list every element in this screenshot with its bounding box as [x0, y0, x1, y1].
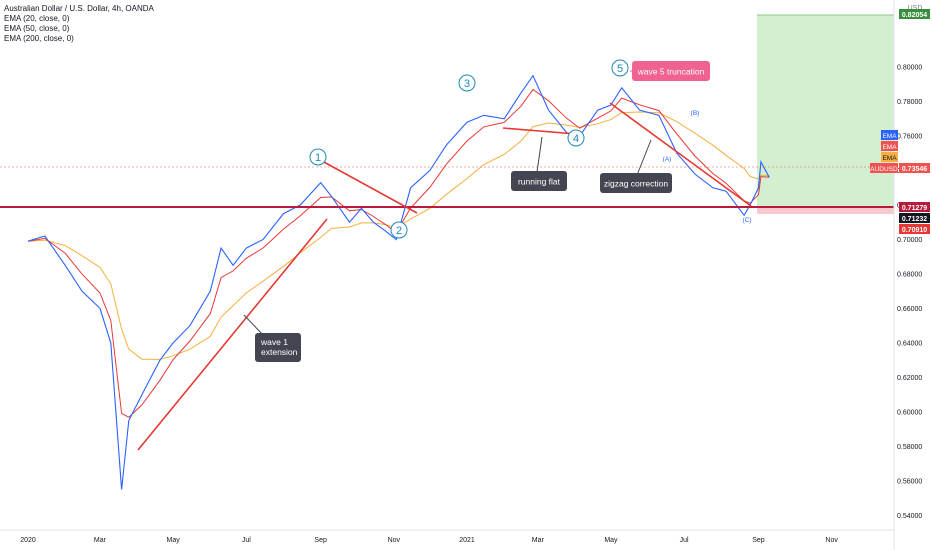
x-tick-label: May: [604, 537, 618, 544]
wave-label-5: 5: [611, 59, 629, 77]
svg-text:2: 2: [396, 225, 402, 237]
callout-wave1-extension: wave 1 extension: [243, 314, 301, 362]
y-tick-label: 0.66000: [897, 306, 922, 313]
legend-ema-50: EMA (50, close, 0): [4, 24, 70, 33]
target-zone: [757, 15, 894, 208]
y-tick-label: 0.80000: [897, 65, 922, 72]
x-axis-ticks: 2020 Mar May Jul Sep Nov 2021 Mar May Jul Sep Nov: [20, 537, 838, 544]
x-tick-label: Sep: [752, 537, 765, 544]
price-badge-last: 0.73546: [899, 163, 930, 173]
svg-text:0.73546: 0.73546: [902, 166, 927, 173]
svg-text:EMA: EMA: [882, 144, 897, 151]
y-tick-label: 0.68000: [897, 271, 922, 278]
y-tick-label: 0.76000: [897, 134, 922, 141]
currency-label: USD: [908, 5, 923, 12]
x-tick-label: 2020: [20, 537, 36, 544]
y-tick-label: 0.70000: [897, 237, 922, 244]
legend-ema-20: EMA (20, close, 0): [4, 14, 70, 23]
abc-label-a: (A): [663, 156, 672, 163]
chart-legend: Australian Dollar / U.S. Dollar, 4h, OAN…: [4, 4, 154, 44]
x-tick-label: Nov: [388, 537, 401, 544]
y-tick-label: 0.58000: [897, 444, 922, 451]
x-tick-label: Jul: [680, 537, 689, 544]
svg-text:0.70910: 0.70910: [902, 227, 927, 234]
x-tick-label: Sep: [314, 537, 327, 544]
chart-title: Australian Dollar / U.S. Dollar, 4h, OAN…: [4, 4, 154, 13]
svg-text:0.71279: 0.71279: [902, 205, 927, 212]
callout-running-flat: running flat: [511, 136, 567, 191]
y-tick-label: 0.60000: [897, 409, 922, 416]
price-badge-line: 0.71279: [899, 202, 930, 212]
callout-zigzag-correction: zigzag correction: [600, 139, 672, 193]
svg-text:3: 3: [464, 78, 470, 90]
y-tick-label: 0.56000: [897, 478, 922, 485]
wave2-trendline: [321, 160, 418, 214]
wave4-running-flat-line: [502, 127, 577, 135]
price-badge-bottom: 0.70910: [899, 224, 930, 234]
price-line: [27, 74, 770, 490]
stop-zone: [757, 208, 894, 214]
x-tick-label: Mar: [532, 537, 545, 544]
svg-text:EMA: EMA: [882, 155, 897, 162]
ema-badge-3: EMA: [881, 152, 898, 162]
wave-label-3: 3: [458, 74, 476, 92]
y-axis-ticks: 0.800000.780000.760000.740000.720000.700…: [897, 65, 922, 520]
x-tick-label: May: [167, 537, 181, 544]
ema-badge-1: EMA: [881, 130, 898, 140]
svg-text:0.71232: 0.71232: [902, 216, 927, 223]
x-tick-label: 2021: [459, 537, 475, 544]
svg-text:1: 1: [315, 152, 321, 164]
y-tick-label: 0.78000: [897, 99, 922, 106]
svg-text:running flat: running flat: [518, 177, 561, 187]
svg-text:0.82054: 0.82054: [902, 12, 927, 19]
wave-label-2: 2: [390, 221, 408, 239]
wave1-extension-line: [137, 218, 328, 451]
abc-label-b: (B): [691, 110, 700, 117]
svg-text:zigzag correction: zigzag correction: [604, 179, 669, 189]
ema-badge-2: EMA: [881, 141, 898, 151]
wave-label-1: 1: [309, 148, 327, 166]
x-tick-label: Mar: [94, 537, 107, 544]
legend-ema-200: EMA (200, close, 0): [4, 34, 74, 43]
abc-label-c: (C): [742, 217, 751, 224]
zigzag-trendline: [609, 102, 752, 207]
price-badge-mid: 0.71232: [899, 213, 930, 223]
svg-text:EMA: EMA: [882, 133, 897, 140]
wave-label-4: 4: [567, 129, 585, 147]
price-badge-top: 0.82054: [899, 9, 930, 19]
y-tick-label: 0.64000: [897, 340, 922, 347]
x-tick-label: Jul: [242, 537, 251, 544]
svg-text:AUDUSD: AUDUSD: [870, 166, 898, 173]
svg-text:wave 5 truncation: wave 5 truncation: [637, 67, 705, 77]
svg-text:4: 4: [573, 133, 579, 145]
callout-wave5-truncation: wave 5 truncation: [630, 61, 710, 81]
y-tick-label: 0.62000: [897, 375, 922, 382]
y-tick-label: 0.54000: [897, 513, 922, 520]
svg-text:5: 5: [617, 63, 623, 75]
symbol-badge: AUDUSD: [870, 163, 898, 173]
x-tick-label: Nov: [825, 537, 838, 544]
